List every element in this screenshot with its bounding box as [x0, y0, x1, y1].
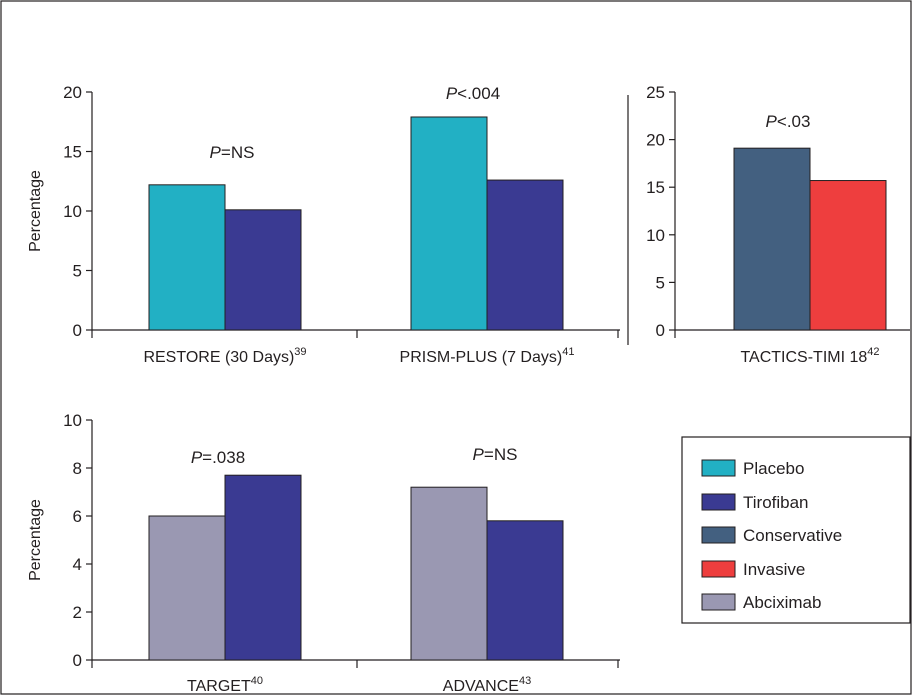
legend-item-tirofiban: Tirofiban — [701, 493, 809, 512]
panel-tactics-timi: 0 5 10 15 20 25 TACTICS-TIMI 1842 P<.03 — [646, 83, 910, 366]
y-axis-label: Percentage — [27, 170, 44, 252]
legend-label-tirofiban: Tirofiban — [743, 493, 809, 512]
y-tick-label: 2 — [73, 603, 82, 622]
y-tick-label: 0 — [656, 321, 665, 340]
legend-item-placebo: Placebo — [701, 459, 804, 478]
y-axis-label: Percentage — [27, 499, 44, 581]
x-category-label: TACTICS-TIMI 1842 — [740, 346, 879, 366]
y-tick-label: 5 — [73, 262, 82, 281]
y-tick-label: 5 — [656, 273, 665, 292]
legend-item-abciximab: Abciximab — [701, 593, 821, 612]
x-category-label: TARGET40 — [187, 675, 263, 695]
y-tick-label: 20 — [646, 131, 665, 150]
legend-swatch-invasive — [701, 560, 736, 578]
y-tick-label: 0 — [73, 321, 82, 340]
legend-swatch-placebo — [701, 459, 736, 477]
p-value-annotation: P=NS — [473, 445, 518, 464]
y-tick-label: 10 — [646, 226, 665, 245]
bar-target-tirofiban — [224, 474, 302, 661]
bar-tactics-timi-18-conservative — [733, 147, 811, 331]
panel-target-advance: 0 2 4 6 8 10 Percentage TARGET40 ADVANCE43 P=.038… — [27, 411, 620, 695]
p-value-annotation: P=.038 — [191, 448, 245, 467]
legend: Placebo Tirofiban Conservative Invasive … — [681, 436, 911, 624]
bar-prism-plus-7-days-tirofiban — [486, 179, 564, 331]
legend-label-conservative: Conservative — [743, 526, 842, 545]
legend-label-invasive: Invasive — [743, 560, 805, 579]
bar-advance-tirofiban — [486, 520, 564, 661]
legend-swatch-tirofiban — [701, 493, 736, 511]
y-tick-label: 10 — [63, 411, 82, 430]
y-tick-label: 15 — [646, 178, 665, 197]
x-category-label: PRISM-PLUS (7 Days)41 — [400, 346, 575, 366]
y-tick-label: 25 — [646, 83, 665, 102]
legend-label-placebo: Placebo — [743, 459, 804, 478]
y-tick-label: 8 — [73, 459, 82, 478]
y-tick-label: 0 — [73, 651, 82, 670]
y-tick-label: 20 — [63, 83, 82, 102]
p-value-annotation: P=NS — [210, 143, 255, 162]
y-tick-label: 15 — [63, 143, 82, 162]
bar-advance-abciximab — [410, 486, 488, 661]
p-value-annotation: P<.004 — [446, 84, 500, 103]
bar-prism-plus-7-days-placebo — [410, 116, 488, 331]
legend-item-conservative: Conservative — [701, 526, 842, 545]
y-tick-label: 6 — [73, 507, 82, 526]
x-category-label: RESTORE (30 Days)39 — [143, 346, 306, 366]
legend-item-invasive: Invasive — [701, 560, 805, 579]
legend-swatch-conservative — [701, 526, 736, 544]
bar-restore-30-days-tirofiban — [224, 209, 302, 331]
bar-target-abciximab — [148, 515, 226, 661]
y-tick-label: 10 — [63, 202, 82, 221]
x-category-label: ADVANCE43 — [443, 675, 531, 695]
p-value-annotation: P<.03 — [766, 112, 811, 131]
bar-tactics-timi-18-invasive — [809, 180, 887, 331]
bar-restore-30-days-placebo — [148, 184, 226, 331]
y-tick-label: 4 — [73, 555, 82, 574]
annotation-background — [411, 82, 535, 104]
legend-swatch-abciximab — [701, 593, 736, 611]
legend-label-abciximab: Abciximab — [743, 593, 821, 612]
panel-restore-prism: 0 5 10 15 20 Percentage RESTORE (30 Days)39 PRI… — [27, 82, 620, 366]
